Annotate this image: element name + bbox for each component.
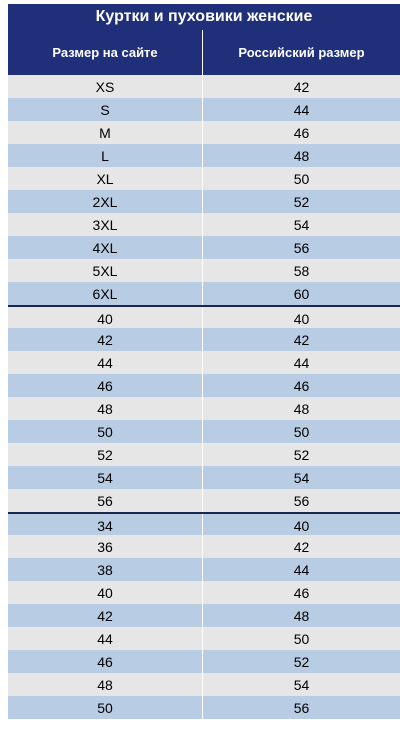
site-size-cell: 44 bbox=[8, 627, 203, 650]
header-russian-size: Российский размер bbox=[238, 45, 365, 60]
site-size-cell: 54 bbox=[8, 466, 203, 489]
site-size-cell: 36 bbox=[8, 535, 203, 558]
russian-size-cell: 46 bbox=[293, 377, 310, 394]
russian-size-cell: 44 bbox=[293, 101, 310, 118]
site-size-cell: 52 bbox=[8, 443, 203, 466]
table-row: 46 52 bbox=[8, 650, 400, 673]
site-size-cell: 44 bbox=[8, 351, 203, 374]
russian-size-cell: 48 bbox=[293, 607, 310, 624]
header-site-size: Размер на сайте bbox=[8, 30, 203, 75]
site-size-cell: 56 bbox=[8, 489, 203, 512]
table-header: Размер на сайте Российский размер bbox=[8, 30, 400, 75]
table-row: 46 46 bbox=[8, 374, 400, 397]
site-size-cell: XL bbox=[8, 167, 203, 190]
table-row: 48 54 bbox=[8, 673, 400, 696]
site-size-cell: 50 bbox=[8, 696, 203, 719]
russian-size-cell: 58 bbox=[293, 262, 310, 279]
russian-size-cell: 60 bbox=[293, 285, 310, 302]
russian-size-cell: 44 bbox=[293, 561, 310, 578]
site-size-cell: 34 bbox=[8, 514, 203, 537]
russian-size-cell: 54 bbox=[293, 216, 310, 233]
site-size-cell: 40 bbox=[8, 307, 203, 330]
russian-size-cell: 50 bbox=[293, 630, 310, 647]
russian-size-cell: 50 bbox=[293, 423, 310, 440]
russian-size-cell: 52 bbox=[293, 653, 310, 670]
table-row: 44 50 bbox=[8, 627, 400, 650]
table-row: 44 44 bbox=[8, 351, 400, 374]
table-title: Куртки и пуховики женские bbox=[8, 4, 400, 30]
russian-size-cell: 48 bbox=[293, 400, 310, 417]
table-row: 40 46 bbox=[8, 581, 400, 604]
russian-size-cell: 46 bbox=[293, 124, 310, 141]
site-size-cell: 6XL bbox=[8, 282, 203, 305]
russian-size-cell: 50 bbox=[293, 170, 310, 187]
site-size-cell: 46 bbox=[8, 650, 203, 673]
table-body: XS 42 S 44 M 46 L 48 XL 50 2XL 52 3XL 54 4XL 56 5XL 58 6XL… bbox=[8, 75, 400, 719]
russian-size-cell: 40 bbox=[293, 310, 310, 327]
table-row: 36 42 bbox=[8, 535, 400, 558]
russian-size-cell: 52 bbox=[293, 193, 310, 210]
table-row: 42 42 bbox=[8, 328, 400, 351]
table-row: 48 48 bbox=[8, 397, 400, 420]
site-size-cell: XS bbox=[8, 75, 203, 98]
russian-size-cell: 42 bbox=[293, 538, 310, 555]
table-row: 3XL 54 bbox=[8, 213, 400, 236]
site-size-cell: L bbox=[8, 144, 203, 167]
table-row: 40 40 bbox=[8, 305, 400, 330]
site-size-cell: M bbox=[8, 121, 203, 144]
russian-size-cell: 52 bbox=[293, 446, 310, 463]
russian-size-cell: 40 bbox=[293, 517, 310, 534]
site-size-cell: 48 bbox=[8, 673, 203, 696]
table-row: 4XL 56 bbox=[8, 236, 400, 259]
table-row: 38 44 bbox=[8, 558, 400, 581]
table-row: 52 52 bbox=[8, 443, 400, 466]
russian-size-cell: 56 bbox=[293, 492, 310, 509]
site-size-cell: 40 bbox=[8, 581, 203, 604]
russian-size-cell: 46 bbox=[293, 584, 310, 601]
table-row: 2XL 52 bbox=[8, 190, 400, 213]
table-row: 54 54 bbox=[8, 466, 400, 489]
russian-size-cell: 44 bbox=[293, 354, 310, 371]
table-row: 42 48 bbox=[8, 604, 400, 627]
table-row: 5XL 58 bbox=[8, 259, 400, 282]
site-size-cell: 50 bbox=[8, 420, 203, 443]
russian-size-cell: 54 bbox=[293, 676, 310, 693]
site-size-cell: 3XL bbox=[8, 213, 203, 236]
site-size-cell: 2XL bbox=[8, 190, 203, 213]
table-row: XL 50 bbox=[8, 167, 400, 190]
site-size-cell: 42 bbox=[8, 328, 203, 351]
table-row: 56 56 bbox=[8, 489, 400, 512]
site-size-cell: 48 bbox=[8, 397, 203, 420]
table-row: 34 40 bbox=[8, 512, 400, 537]
table-row: L 48 bbox=[8, 144, 400, 167]
site-size-cell: 5XL bbox=[8, 259, 203, 282]
table-row: XS 42 bbox=[8, 75, 400, 98]
russian-size-cell: 42 bbox=[293, 78, 310, 95]
site-size-cell: 4XL bbox=[8, 236, 203, 259]
russian-size-cell: 56 bbox=[293, 239, 310, 256]
table-row: M 46 bbox=[8, 121, 400, 144]
russian-size-cell: 48 bbox=[293, 147, 310, 164]
russian-size-cell: 56 bbox=[293, 699, 310, 716]
russian-size-cell: 42 bbox=[293, 331, 310, 348]
russian-size-cell: 54 bbox=[293, 469, 310, 486]
site-size-cell: 46 bbox=[8, 374, 203, 397]
table-row: S 44 bbox=[8, 98, 400, 121]
table-row: 50 56 bbox=[8, 696, 400, 719]
site-size-cell: 38 bbox=[8, 558, 203, 581]
table-row: 50 50 bbox=[8, 420, 400, 443]
table-row: 6XL 60 bbox=[8, 282, 400, 305]
site-size-cell: 42 bbox=[8, 604, 203, 627]
site-size-cell: S bbox=[8, 98, 203, 121]
